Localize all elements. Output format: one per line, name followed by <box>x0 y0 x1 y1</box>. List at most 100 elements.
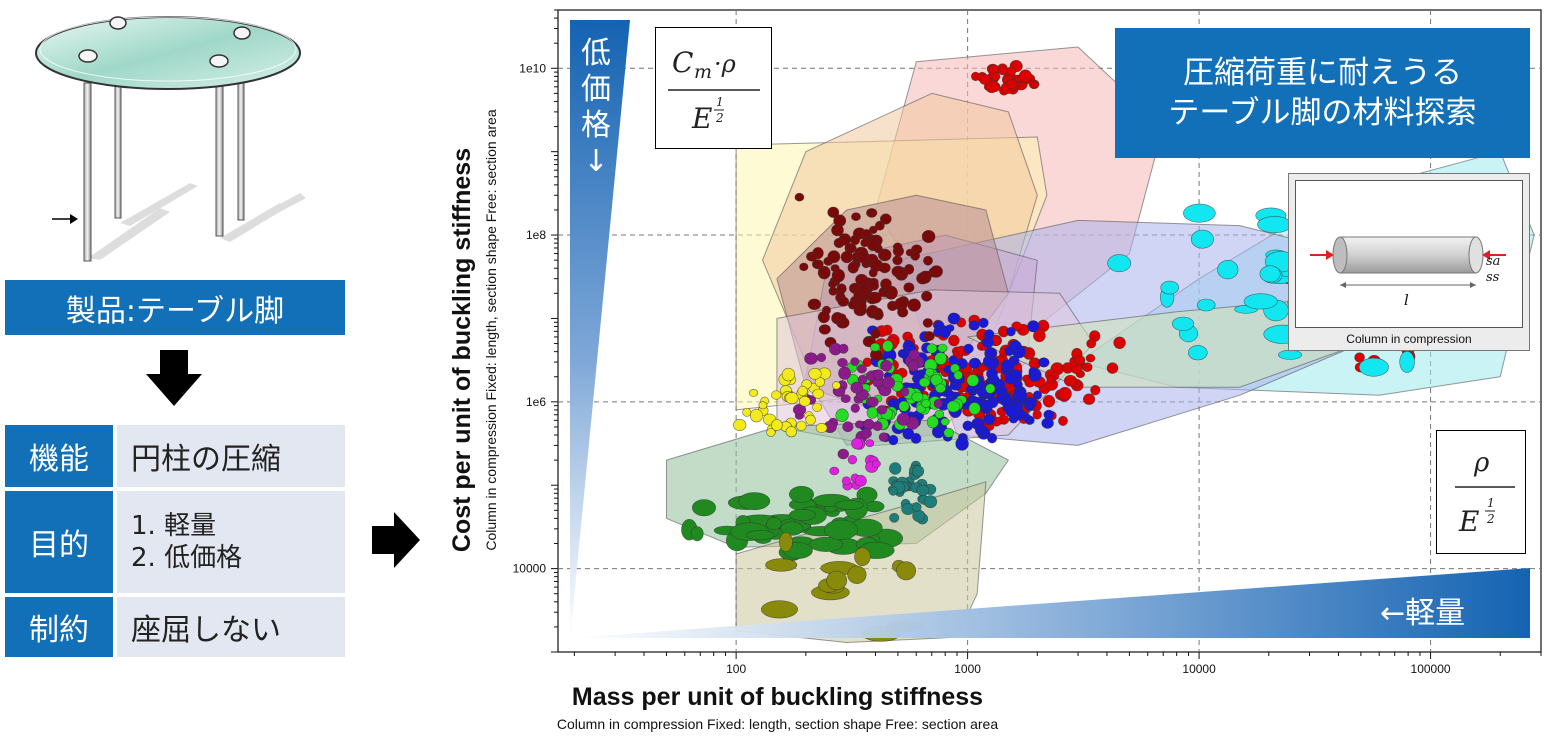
data-point <box>1033 390 1043 400</box>
data-point <box>826 570 848 591</box>
y-axis-title: Cost per unit of buckling stiffness <box>448 148 476 552</box>
data-point <box>799 262 809 272</box>
data-point <box>897 307 909 318</box>
data-point <box>851 437 863 450</box>
data-point <box>933 399 943 409</box>
data-point <box>766 516 782 531</box>
y-axis-subtitle-group: Column in compression Fixed: length, sec… <box>483 109 499 550</box>
data-point <box>955 436 969 451</box>
data-point <box>878 262 891 274</box>
data-point <box>912 509 926 523</box>
table-value: 円柱の圧縮 <box>117 425 345 487</box>
data-point <box>903 263 915 275</box>
right-arrow-icon <box>372 512 420 568</box>
data-point <box>858 283 870 295</box>
data-point <box>1183 203 1216 223</box>
data-point <box>948 355 959 366</box>
requirements-table: 機能 円柱の圧縮 目的 1. 軽量 2. 低価格 制約 座屈しない <box>5 425 345 661</box>
data-point <box>872 369 884 381</box>
data-point <box>837 448 849 460</box>
data-point <box>1025 397 1037 408</box>
data-point <box>840 250 854 264</box>
formula-cost-index: C m ·ρ E 1 2 <box>655 27 772 149</box>
data-point <box>923 495 938 509</box>
length-symbol: l <box>1404 291 1409 309</box>
data-point <box>690 526 704 542</box>
data-point <box>1160 280 1179 295</box>
data-point <box>953 370 963 380</box>
data-point <box>856 301 867 312</box>
data-point <box>947 312 960 325</box>
data-point <box>829 466 840 476</box>
data-point <box>1082 393 1096 405</box>
data-point <box>866 208 878 218</box>
x-arrow-label: ←軽量 <box>1380 596 1466 631</box>
data-point <box>984 347 997 359</box>
section-symbol-2: ss <box>1486 270 1500 285</box>
data-point <box>792 404 807 416</box>
data-point <box>925 367 935 377</box>
data-point <box>1038 357 1050 368</box>
data-point <box>979 74 992 85</box>
data-point <box>1107 254 1132 273</box>
data-point <box>1028 366 1038 376</box>
data-point <box>963 343 974 354</box>
data-point <box>781 367 796 382</box>
data-point <box>797 385 808 397</box>
data-point <box>827 206 840 218</box>
data-point <box>896 561 917 581</box>
data-point <box>1243 293 1278 310</box>
data-point <box>880 278 892 290</box>
data-point <box>1082 362 1093 373</box>
formula-mass-index: ρ E 1 2 <box>1436 430 1526 554</box>
data-point <box>903 282 915 293</box>
data-point <box>811 259 824 270</box>
data-point <box>966 374 979 387</box>
data-point <box>891 265 905 278</box>
data-point <box>746 529 775 541</box>
data-point <box>831 224 844 237</box>
data-point <box>867 396 879 408</box>
load-arrow <box>52 214 78 224</box>
data-point <box>766 428 776 437</box>
data-point <box>840 394 851 404</box>
data-point <box>765 558 798 572</box>
data-point <box>968 402 981 415</box>
data-point <box>817 311 830 324</box>
data-point <box>1001 359 1015 372</box>
formula-den: E <box>1458 505 1479 538</box>
data-point <box>1004 372 1016 385</box>
formula-exp-num: 1 <box>716 95 724 109</box>
slide-title: 圧縮荷重に耐えうる テーブル脚の材料探索 <box>1115 28 1530 158</box>
data-point <box>1041 417 1054 429</box>
data-point <box>771 390 782 400</box>
down-arrow-icon <box>146 350 202 406</box>
x-arrow-lightweight <box>570 568 1530 638</box>
data-point <box>876 405 888 415</box>
x-tick-label: 100 <box>726 662 746 676</box>
data-point <box>892 255 903 266</box>
formula-mass-index-svg: ρ E 1 2 <box>1455 448 1515 538</box>
data-point <box>985 383 996 394</box>
data-point <box>918 377 931 388</box>
data-point <box>850 381 864 394</box>
data-point <box>841 476 851 486</box>
data-point <box>934 409 945 419</box>
data-point <box>808 367 822 380</box>
data-point <box>1005 404 1019 418</box>
formula-den: E <box>691 102 712 135</box>
x-tick-label: 100000 <box>1411 662 1451 676</box>
data-point <box>1257 216 1292 234</box>
data-point <box>916 484 930 496</box>
data-point <box>850 357 860 366</box>
y-tick-label: 1e10 <box>519 61 546 75</box>
data-point <box>860 428 872 439</box>
data-point <box>865 439 875 448</box>
data-point <box>879 213 892 225</box>
table-key: 目的 <box>5 491 113 593</box>
data-point <box>1196 298 1216 312</box>
inset-caption: Column in compression <box>1346 332 1472 346</box>
data-point <box>851 212 861 221</box>
data-point <box>1021 413 1031 422</box>
data-point <box>887 397 899 409</box>
